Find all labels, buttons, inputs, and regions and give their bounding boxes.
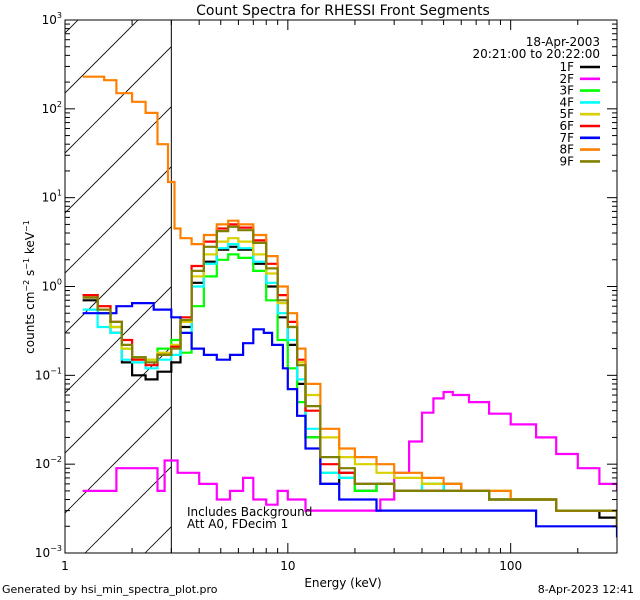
series-7F-line [82, 302, 617, 538]
hatch-line [65, 226, 172, 334]
series-layer [82, 75, 617, 538]
series-1F-line [82, 245, 617, 527]
legend-label-5F: 5F [559, 107, 574, 121]
y-tick-label: 100 [42, 278, 62, 294]
axes: 1 10 100 10−3 10−2 10−1 100 101 102 103 [35, 11, 617, 573]
series-6F-line [82, 223, 617, 527]
footer-generated-by: Generated by hsi_min_spectra_plot.pro [2, 583, 218, 596]
hatch-line [625, 13, 640, 553]
legend-label-6F: 6F [559, 119, 574, 133]
hatch-line [445, 13, 640, 553]
hatch-line [65, 46, 172, 154]
annotation-attenuator: Att A0, FDecim 1 [187, 517, 288, 531]
series-8F-line [82, 75, 617, 518]
legend-label-9F: 9F [559, 154, 574, 168]
hatch-line [65, 406, 172, 514]
y-tick-label: 10−1 [35, 366, 62, 382]
hatch-lines [65, 13, 640, 553]
y-tick-label: 103 [42, 11, 62, 27]
hatch-line [385, 13, 640, 553]
series-9F-line [82, 225, 617, 527]
footer-timestamp: 8-Apr-2023 12:41 [537, 583, 634, 596]
time-range-label: 20:21:00 to 20:22:00 [473, 47, 600, 61]
x-axis-label: Energy (keV) [304, 576, 381, 590]
hatched-region [65, 13, 640, 553]
legend-label-7F: 7F [559, 131, 574, 145]
series-2F-line [82, 390, 617, 512]
hatch-line [325, 13, 640, 553]
date-label: 18-Apr-2003 [526, 35, 600, 49]
y-tick-label: 10−2 [35, 455, 62, 471]
legend-label-3F: 3F [559, 84, 574, 98]
y-axis-label: counts cm−2 s−1 keV−1 [22, 220, 37, 354]
series-4F-line [82, 243, 617, 518]
legend-label-8F: 8F [559, 143, 574, 157]
y-tick-label: 102 [42, 100, 62, 116]
y-tick-label: 101 [42, 189, 62, 205]
legend-label-4F: 4F [559, 95, 574, 109]
legend-label-2F: 2F [559, 72, 574, 86]
hatch-line [565, 13, 640, 553]
hatch-line [65, 346, 172, 454]
y-tick-label: 10−3 [35, 544, 62, 560]
x-tick-label: 10 [280, 559, 295, 573]
x-tick-label: 1 [61, 559, 69, 573]
legend-label-1F: 1F [559, 60, 574, 74]
chart-title: Count Spectra for RHESSI Front Segments [196, 3, 490, 19]
x-tick-label: 100 [499, 559, 522, 573]
annotation-background: Includes Background [187, 505, 312, 519]
